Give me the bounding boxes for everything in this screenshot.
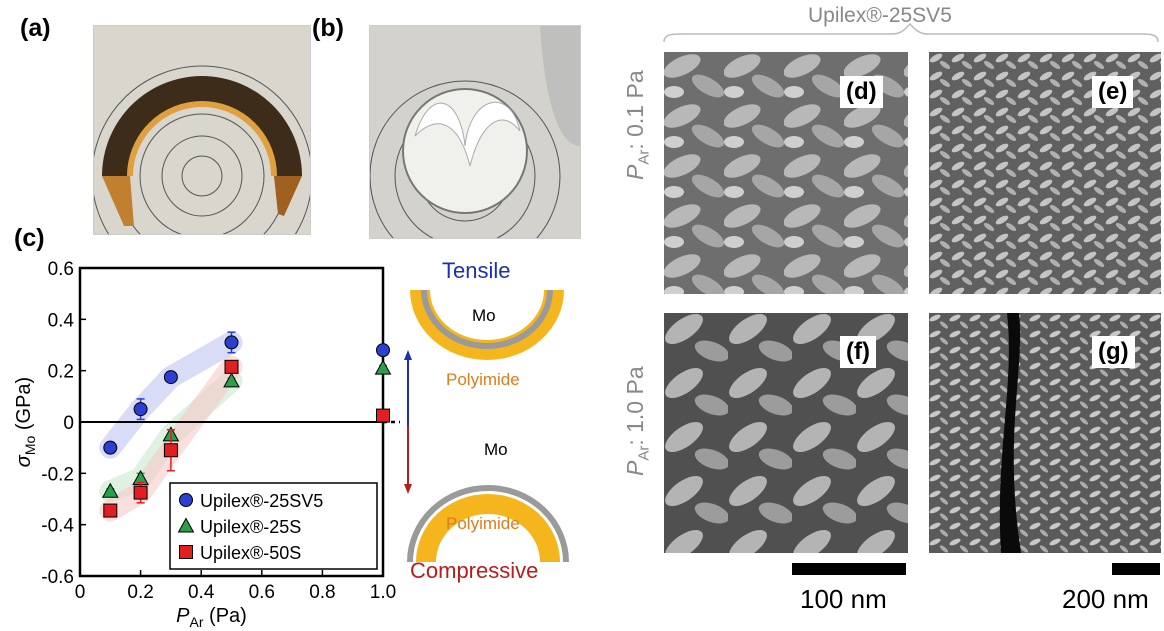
legend-marker-series-2	[177, 517, 195, 533]
legend-marker-series-1	[179, 493, 193, 507]
scale-bar-200nm	[1112, 563, 1160, 575]
data-point-series-3	[163, 443, 178, 458]
data-point-series-2	[374, 359, 392, 375]
tensile-label: Tensile	[442, 258, 511, 283]
legend-marker-series-3	[179, 545, 193, 559]
scale-bar-100nm	[792, 563, 906, 575]
x-tick-label: 0.6	[249, 582, 275, 603]
panel-label-e: (e)	[1092, 76, 1134, 108]
mo-bottom-label: Mo	[484, 440, 508, 459]
x-tick-label: 0	[75, 582, 86, 603]
row2-label: PAr: 1.0 Pa	[622, 366, 653, 476]
y-axis-label: σMo (GPa)	[13, 377, 38, 467]
compressive-label: Compressive	[410, 558, 539, 583]
scale-label-100nm: 100 nm	[800, 584, 887, 614]
y-tick-label: 0	[63, 413, 74, 434]
y-tick-label: -0.4	[41, 516, 74, 537]
legend-label-series-1: Upilex®-25SV5	[200, 491, 323, 511]
trend-band-1	[99, 331, 243, 459]
legend-label-series-2: Upilex®-25S	[200, 517, 301, 537]
row1-label: PAr: 0.1 Pa	[622, 70, 653, 180]
y-tick-label: 0.2	[48, 362, 74, 383]
x-tick-label: 1.0	[370, 582, 396, 603]
data-point-series-1	[376, 343, 390, 358]
x-tick-label: 0.4	[188, 582, 215, 603]
data-point-series-1	[163, 370, 178, 385]
trend-band-3	[99, 355, 243, 522]
photo-a	[93, 25, 311, 235]
x-tick-label: 0.2	[127, 582, 153, 603]
panel-label-c: (c)	[14, 224, 45, 252]
legend-label-series-3: Upilex®-50S	[200, 543, 301, 563]
panel-label-b: (b)	[312, 14, 344, 42]
data-point-series-1	[103, 440, 118, 455]
y-tick-label: 0.4	[48, 310, 75, 331]
mo-top-label: Mo	[472, 306, 496, 325]
data-point-series-1	[224, 335, 239, 350]
data-point-series-2	[223, 372, 240, 388]
stress-schematic: Tensile Mo Polyimide Mo Polyimide Compre…	[402, 252, 572, 588]
y-tick-label: 0.6	[48, 259, 74, 280]
sem-header: Upilex®-25SV5	[808, 4, 952, 27]
data-point-series-3	[376, 408, 390, 423]
panel-label-a: (a)	[20, 14, 51, 42]
data-point-series-3	[224, 359, 239, 374]
x-axis-label: PAr (Pa)	[176, 605, 247, 630]
stress-chart: 0 0.2 0.4 0.6 0.8 1.0 0.6 0.4 0.2 0 -0.2 -0.4 -0.6 PA…	[13, 259, 400, 630]
scale-label-200nm: 200 nm	[1062, 584, 1149, 614]
panel-label-d: (d)	[840, 76, 883, 108]
polyimide-top-label: Polyimide	[446, 370, 520, 389]
y-tick-label: -0.2	[41, 464, 74, 485]
y-tick-label: -0.6	[41, 567, 74, 588]
data-point-series-2	[101, 482, 119, 498]
panel-label-g: (g)	[1092, 336, 1135, 368]
data-point-series-1	[133, 402, 148, 417]
data-point-series-3	[133, 485, 148, 500]
polyimide-bottom-label: Polyimide	[446, 514, 520, 533]
legend-box	[169, 482, 378, 570]
data-point-series-3	[103, 503, 118, 518]
x-tick-label: 0.8	[309, 582, 335, 603]
crack	[999, 313, 1021, 553]
sem-header-brace	[663, 22, 1159, 43]
panel-label-f: (f)	[840, 336, 876, 368]
photo-b	[369, 25, 581, 239]
